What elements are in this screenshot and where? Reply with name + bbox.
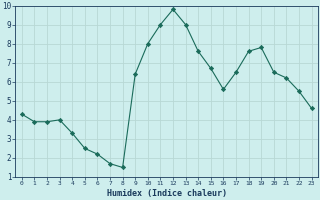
- X-axis label: Humidex (Indice chaleur): Humidex (Indice chaleur): [107, 189, 227, 198]
